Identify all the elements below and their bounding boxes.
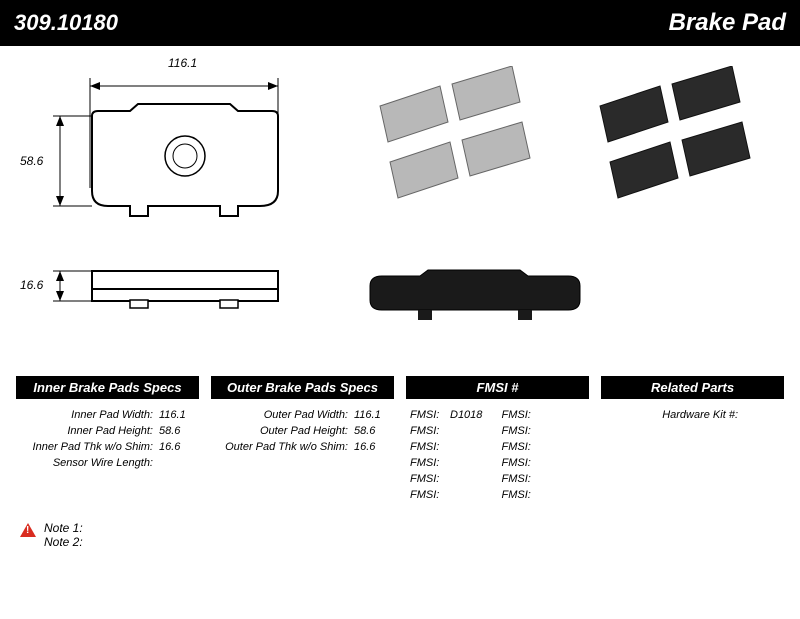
- fmsi-row: FMSI:: [406, 487, 498, 503]
- spec-row: Inner Pad Width:116.1: [16, 407, 199, 423]
- fmsi-value: [542, 425, 586, 437]
- fmsi-label: FMSI:: [502, 489, 542, 501]
- spec-label: Hardware Kit #:: [605, 409, 744, 421]
- fmsi-value: [450, 489, 494, 501]
- spec-label: Outer Pad Thk w/o Shim:: [215, 441, 354, 453]
- spec-value: 116.1: [354, 409, 390, 421]
- fmsi-value: [542, 473, 586, 485]
- fmsi-label: FMSI:: [410, 425, 450, 437]
- fmsi-row: FMSI:: [406, 423, 498, 439]
- spec-row: Inner Pad Height:58.6: [16, 423, 199, 439]
- dim-thickness: 16.6: [20, 278, 43, 292]
- fmsi-row: FMSI:D1018: [406, 407, 498, 423]
- spec-value: 116.1: [159, 409, 195, 421]
- spec-row: Outer Pad Thk w/o Shim:16.6: [211, 439, 394, 455]
- dim-height: 58.6: [20, 154, 43, 168]
- spec-label: Inner Pad Width:: [20, 409, 159, 421]
- fmsi-row: FMSI:: [498, 487, 590, 503]
- spec-row: Outer Pad Height:58.6: [211, 423, 394, 439]
- note-2: Note 2:: [44, 535, 83, 549]
- shim-photo: [360, 266, 590, 326]
- fmsi-row: FMSI:: [406, 439, 498, 455]
- outer-specs-header: Outer Brake Pads Specs: [211, 376, 394, 399]
- spec-value: [159, 457, 195, 469]
- fmsi-label: FMSI:: [410, 489, 450, 501]
- spec-label: Sensor Wire Length:: [20, 457, 159, 469]
- fmsi-row: FMSI:: [498, 439, 590, 455]
- fmsi-header: FMSI #: [406, 376, 589, 399]
- inner-specs-col: Inner Brake Pads Specs Inner Pad Width:1…: [10, 376, 205, 503]
- outer-specs-col: Outer Brake Pads Specs Outer Pad Width:1…: [205, 376, 400, 503]
- fmsi-value: [450, 425, 494, 437]
- notes-section: Note 1: Note 2:: [20, 521, 780, 549]
- spec-label: Inner Pad Thk w/o Shim:: [20, 441, 159, 453]
- fmsi-label: FMSI:: [502, 409, 542, 421]
- fmsi-row: FMSI:: [498, 471, 590, 487]
- fmsi-value: [542, 457, 586, 469]
- fmsi-label: FMSI:: [502, 441, 542, 453]
- spec-row: Outer Pad Width:116.1: [211, 407, 394, 423]
- fmsi-row: FMSI:: [498, 407, 590, 423]
- fmsi-label: FMSI:: [410, 473, 450, 485]
- fmsi-label: FMSI:: [502, 425, 542, 437]
- fmsi-row: FMSI:: [498, 455, 590, 471]
- spec-label: Outer Pad Width:: [215, 409, 354, 421]
- spec-value: 16.6: [159, 441, 195, 453]
- spec-value: 58.6: [159, 425, 195, 437]
- spec-row: Hardware Kit #:: [601, 407, 784, 423]
- diagram-area: 116.1 58.6 16.6: [0, 46, 800, 376]
- fmsi-col: FMSI # FMSI:D1018FMSI:FMSI:FMSI:FMSI:FMS…: [400, 376, 595, 503]
- page-title: Brake Pad: [669, 9, 786, 37]
- fmsi-value: [450, 441, 494, 453]
- spec-value: 16.6: [354, 441, 390, 453]
- fmsi-value: [450, 473, 494, 485]
- fmsi-label: FMSI:: [410, 457, 450, 469]
- spec-label: Inner Pad Height:: [20, 425, 159, 437]
- part-number: 309.10180: [14, 10, 118, 36]
- spec-row: Sensor Wire Length:: [16, 455, 199, 471]
- fmsi-label: FMSI:: [502, 473, 542, 485]
- warning-icon: [20, 523, 36, 537]
- fmsi-value: [542, 409, 586, 421]
- spec-value: 58.6: [354, 425, 390, 437]
- spec-label: Outer Pad Height:: [215, 425, 354, 437]
- fmsi-value: [542, 441, 586, 453]
- technical-drawing: [20, 56, 350, 346]
- fmsi-row: FMSI:: [406, 455, 498, 471]
- fmsi-label: FMSI:: [410, 441, 450, 453]
- inner-specs-header: Inner Brake Pads Specs: [16, 376, 199, 399]
- fmsi-row: FMSI:: [406, 471, 498, 487]
- specs-table: Inner Brake Pads Specs Inner Pad Width:1…: [10, 376, 790, 503]
- spec-value: [744, 409, 780, 421]
- related-header: Related Parts: [601, 376, 784, 399]
- note-1: Note 1:: [44, 521, 83, 535]
- product-photos: [370, 66, 780, 236]
- fmsi-value: D1018: [450, 409, 494, 421]
- spec-row: Inner Pad Thk w/o Shim:16.6: [16, 439, 199, 455]
- fmsi-row: FMSI:: [498, 423, 590, 439]
- fmsi-value: [542, 489, 586, 501]
- related-col: Related Parts Hardware Kit #:: [595, 376, 790, 503]
- fmsi-value: [450, 457, 494, 469]
- dim-width: 116.1: [168, 56, 197, 70]
- fmsi-label: FMSI:: [410, 409, 450, 421]
- header-bar: 309.10180 Brake Pad: [0, 0, 800, 46]
- fmsi-label: FMSI:: [502, 457, 542, 469]
